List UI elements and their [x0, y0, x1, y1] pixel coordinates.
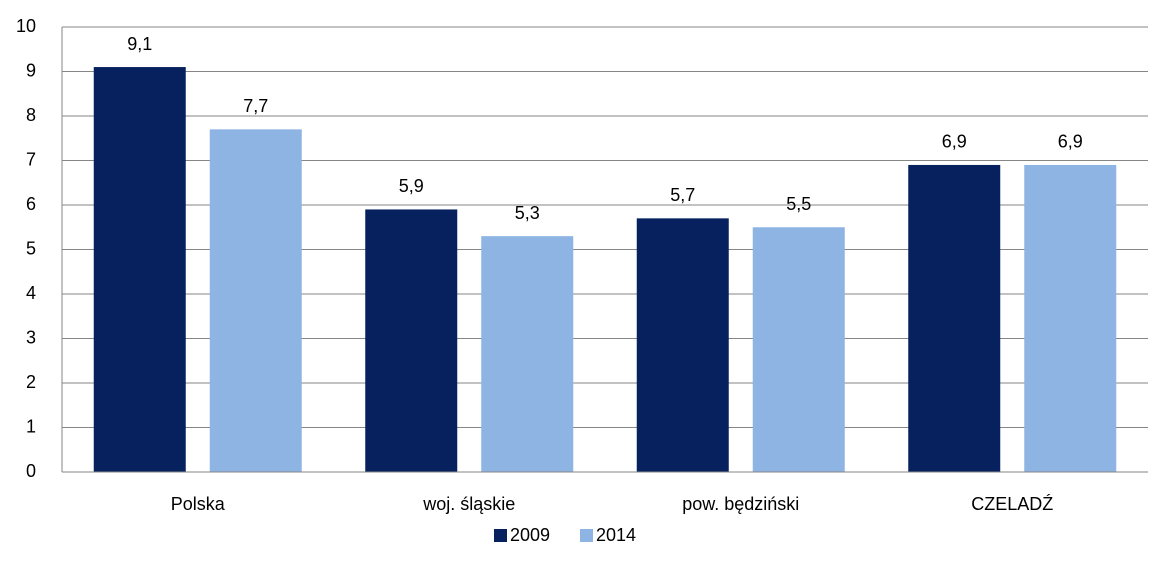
y-tick-label: 7 [26, 149, 36, 169]
bar [908, 164, 1001, 472]
data-label: 5,7 [670, 185, 695, 205]
y-tick-label: 2 [26, 372, 36, 392]
y-tick-label: 4 [26, 283, 36, 303]
y-tick-label: 1 [26, 416, 36, 436]
bar [365, 209, 458, 472]
bar [636, 218, 729, 472]
bar [752, 227, 845, 472]
y-tick-label: 0 [26, 461, 36, 481]
data-label: 7,7 [243, 96, 268, 116]
legend-label: 2014 [596, 525, 636, 545]
legend-label: 2009 [510, 525, 550, 545]
y-tick-label: 10 [16, 16, 36, 36]
bar [1024, 164, 1117, 472]
y-tick-label: 3 [26, 327, 36, 347]
x-tick-label: Polska [171, 494, 226, 514]
data-label: 5,3 [515, 203, 540, 223]
y-tick-label: 8 [26, 105, 36, 125]
data-label: 5,9 [399, 176, 424, 196]
x-tick-label: CZELADŹ [971, 494, 1053, 514]
x-tick-label: woj. śląskie [422, 494, 515, 514]
bar [481, 236, 574, 472]
data-label: 5,5 [786, 194, 811, 214]
data-label: 9,1 [127, 34, 152, 54]
y-tick-label: 5 [26, 238, 36, 258]
legend-swatch [580, 529, 593, 542]
bar [93, 67, 186, 473]
bar [209, 129, 302, 472]
y-tick-label: 9 [26, 60, 36, 80]
data-label: 6,9 [942, 132, 967, 152]
legend-swatch [494, 529, 507, 542]
y-tick-label: 6 [26, 194, 36, 214]
data-label: 6,9 [1058, 132, 1083, 152]
x-tick-label: pow. będziński [682, 494, 799, 514]
